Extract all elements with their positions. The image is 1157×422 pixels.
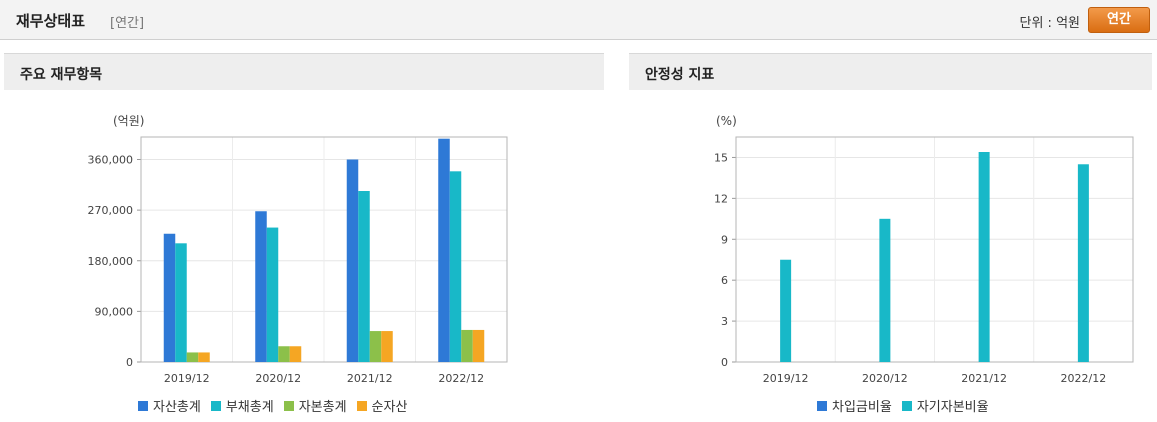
legend-label: 부채총계 [225, 400, 274, 415]
legend-swatch [138, 400, 148, 411]
bar-순자산 [289, 346, 302, 362]
legend-swatch [283, 400, 294, 411]
x-tick-label: 2022/12 [438, 372, 484, 385]
x-tick-label: 2021/12 [347, 372, 393, 385]
unit-label: (억원) [113, 114, 144, 128]
legend-label: 자본총계 [298, 400, 347, 415]
legend-label: 자기자본비율 [916, 400, 989, 415]
bar-자산총계 [255, 211, 267, 362]
bar-자기자본비율 [978, 152, 990, 362]
stability-legend: 차입금비율 자기자본비율 [817, 396, 999, 415]
bar-자기자본비율 [780, 259, 792, 362]
x-tick-label: 2022/12 [1061, 372, 1107, 385]
x-tick-label: 2019/12 [763, 372, 809, 385]
legend-swatch [817, 400, 827, 411]
bar-자본총계 [369, 331, 382, 362]
bar-자본총계 [186, 352, 199, 362]
y-tick-label: 180,000 [88, 255, 134, 268]
plot-frame [140, 136, 508, 363]
stability-panel-header: 안정성 지표 [629, 53, 1152, 90]
legend-item: 자산총계 [138, 396, 201, 415]
y-tick-label: 3 [721, 315, 728, 328]
x-tick-label: 2020/12 [255, 372, 301, 385]
main-items-title: 주요 재무항목 [20, 67, 103, 83]
bar-부채총계 [358, 191, 370, 362]
main-items-panel-header: 주요 재무항목 [4, 53, 604, 90]
x-tick-label: 2020/12 [862, 372, 908, 385]
legend-swatch [901, 400, 912, 411]
stability-title: 안정성 지표 [645, 67, 715, 83]
legend-item: 자본총계 [283, 396, 347, 415]
y-tick-label: 0 [721, 356, 728, 369]
bar-자산총계 [346, 159, 359, 362]
unit-text: 단위 : 억원 [1019, 16, 1081, 31]
bar-순자산 [472, 329, 485, 362]
y-tick-label: 360,000 [88, 154, 134, 167]
bar-순자산 [198, 352, 210, 362]
bar-자산총계 [163, 233, 176, 362]
page-title: 재무상태표 [16, 12, 86, 30]
y-tick-label: 90,000 [95, 305, 134, 318]
x-tick-label: 2019/12 [164, 372, 210, 385]
bar-자본총계 [278, 346, 290, 362]
bar-자산총계 [438, 138, 450, 362]
y-tick-label: 12 [714, 192, 728, 205]
y-tick-label: 270,000 [88, 204, 134, 217]
annual-button[interactable]: 연간 [1088, 7, 1150, 33]
legend-label: 순자산 [371, 400, 408, 415]
legend-label: 자산총계 [153, 400, 201, 415]
legend-item: 자기자본비율 [901, 396, 989, 415]
bar-부채총계 [449, 171, 462, 362]
top-bar: 재무상태표 [연간] 단위 : 억원 연간 [0, 0, 1157, 40]
legend-item: 차입금비율 [817, 396, 892, 415]
y-tick-label: 0 [126, 356, 133, 369]
bar-부채총계 [175, 243, 187, 362]
bar-순자산 [381, 331, 393, 362]
legend-swatch [210, 400, 221, 411]
y-tick-label: 6 [721, 274, 728, 287]
bar-자기자본비율 [879, 218, 891, 362]
legend-swatch [356, 400, 367, 411]
bar-자기자본비율 [1077, 164, 1089, 362]
legend-item: 부채총계 [210, 396, 274, 415]
period-subtitle: [연간] [110, 16, 145, 31]
y-tick-label: 9 [721, 233, 728, 246]
financial-items-legend: 자산총계 부채총계 자본총계 순자산 [138, 396, 417, 415]
bar-부채총계 [266, 227, 279, 362]
y-tick-label: 15 [714, 151, 728, 164]
unit-label: (%) [716, 114, 737, 128]
x-tick-label: 2021/12 [961, 372, 1007, 385]
plot-frame [735, 136, 1134, 363]
legend-item: 순자산 [356, 396, 408, 415]
bar-자본총계 [461, 329, 473, 362]
legend-label: 차입금비율 [832, 400, 892, 415]
